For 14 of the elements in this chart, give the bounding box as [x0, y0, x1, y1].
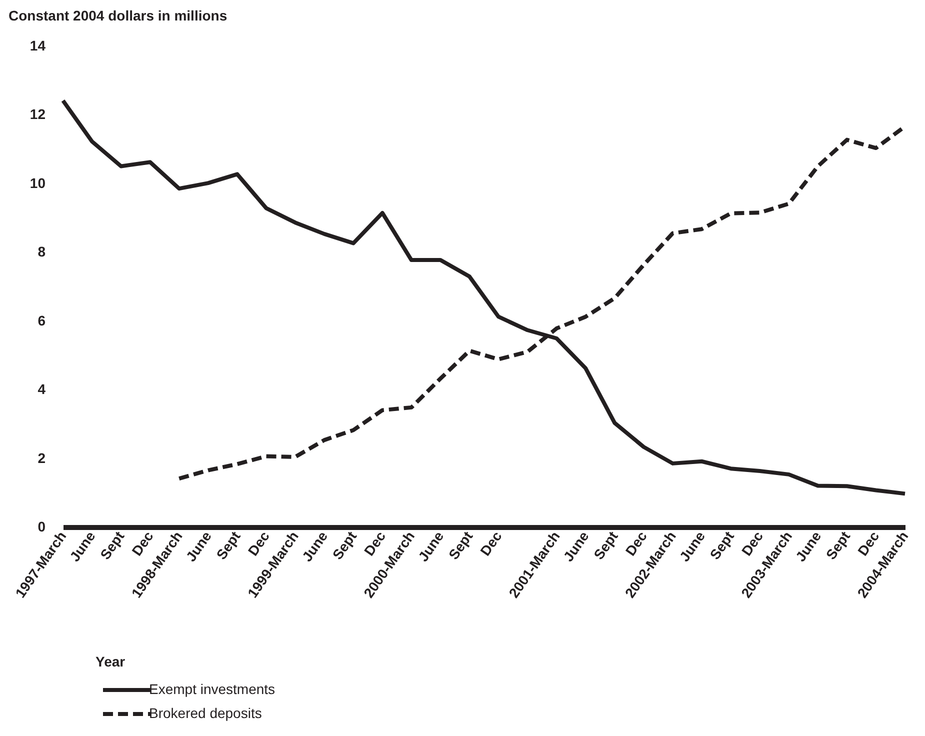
y-tick-label: 4 — [38, 381, 46, 398]
y-tick-label: 2 — [38, 450, 46, 466]
y-tick-label: 0 — [38, 518, 46, 534]
y-tick-label: 8 — [38, 244, 46, 260]
legend-label: Exempt investments — [149, 681, 276, 697]
y-axis-title: Constant 2004 dollars in millions — [8, 8, 228, 24]
y-tick-label: 12 — [30, 106, 46, 122]
y-tick-label: 14 — [30, 38, 46, 54]
x-tick-label: Dec — [476, 528, 505, 559]
legend-label: Brokered deposits — [149, 705, 262, 721]
y-tick-label: 10 — [30, 174, 46, 191]
y-tick-label: 6 — [38, 312, 46, 328]
line-series — [61, 98, 907, 496]
x-axis-title: Year — [96, 654, 126, 670]
